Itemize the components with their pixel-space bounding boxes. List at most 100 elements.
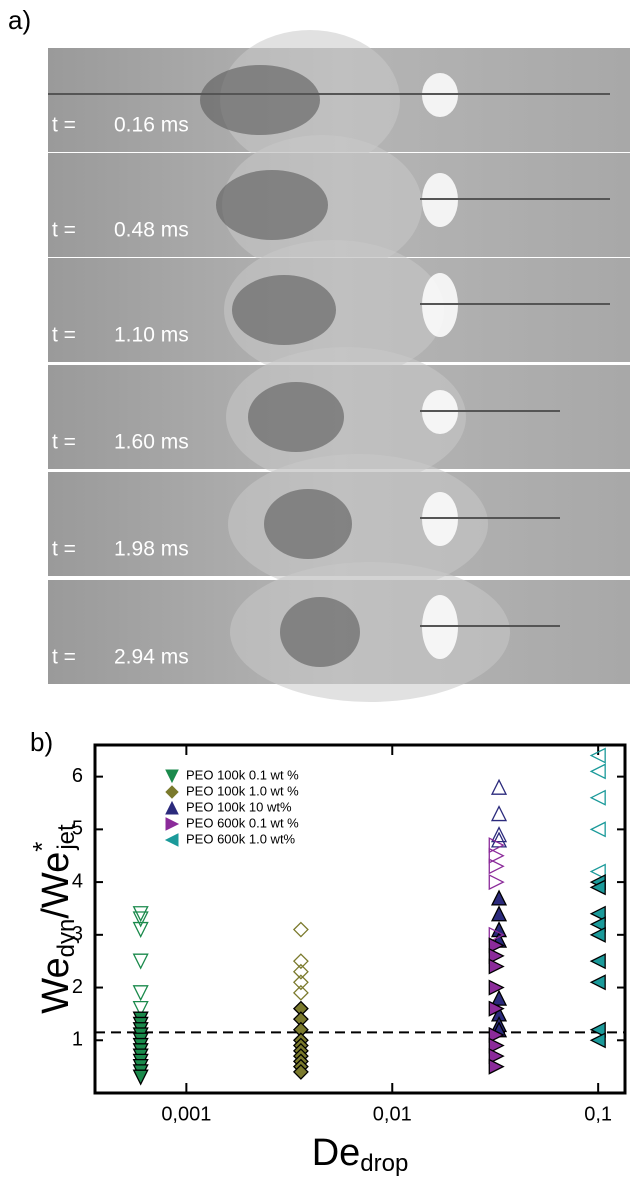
label-part: jet [53, 824, 80, 851]
drop [226, 347, 466, 487]
y-tick-label: 4 [72, 870, 83, 892]
data-point [589, 974, 606, 991]
legend-label: PEO 100k 10 wt% [186, 799, 292, 814]
data-point [589, 747, 606, 764]
time-prefix: t = [52, 219, 76, 242]
jet-cavity [200, 65, 320, 135]
data-point [589, 763, 606, 780]
data-point [488, 1037, 505, 1054]
label-part: De [312, 1132, 361, 1174]
legend-label: PEO 100k 1.0 wt % [186, 783, 299, 798]
legend-label: PEO 600k 0.1 wt % [186, 815, 299, 830]
photo-strip: t = 0.16 ms t = 0.48 ms t = 1.10 ms t = 1.60 ms… [48, 30, 630, 702]
time-value: 0.48 ms [114, 219, 189, 242]
time-value: 1.60 ms [114, 431, 189, 454]
data-point [488, 837, 505, 854]
data-point [132, 985, 149, 1002]
data-point [589, 926, 606, 943]
data-point [488, 1058, 505, 1075]
legend-marker [165, 817, 180, 831]
data-point [488, 979, 505, 996]
data-point [490, 989, 508, 1006]
time-prefix: t = [52, 646, 76, 669]
data-point [490, 805, 508, 822]
data-point [589, 1021, 606, 1038]
legend-marker [165, 769, 179, 784]
jet-cavity [280, 597, 360, 667]
panel-label: b) [30, 727, 53, 757]
legend-label: PEO 100k 0.1 wt % [186, 767, 299, 782]
data-point [488, 847, 505, 864]
time-prefix: t = [52, 538, 76, 561]
x-tick-label: 0,001 [161, 1103, 211, 1125]
data-point [488, 937, 505, 954]
time-value: 1.10 ms [114, 324, 189, 347]
data-point [490, 905, 508, 922]
data-point [589, 916, 606, 933]
legend-marker [164, 833, 179, 847]
data-point [490, 889, 508, 906]
data-point [132, 911, 149, 928]
label-part: We [35, 957, 77, 1013]
data-point [488, 1026, 505, 1044]
time-value: 0.16 ms [114, 114, 189, 137]
data-point [132, 1000, 149, 1018]
label-part: drop [360, 1150, 408, 1177]
data-point [132, 906, 149, 923]
legend-label: PEO 600k 1.0 wt% [186, 831, 296, 846]
time-prefix: t = [52, 324, 76, 347]
data-point [488, 947, 505, 964]
data-point [132, 1069, 149, 1086]
y-tick-label: 3 [72, 923, 83, 945]
legend-marker [165, 785, 179, 799]
y-tick-label: 1 [72, 1029, 83, 1051]
data-point [490, 778, 508, 795]
data-point [589, 821, 606, 838]
data-point [488, 958, 505, 975]
data-point [589, 1032, 606, 1049]
time-prefix: t = [52, 431, 76, 454]
drop [230, 562, 510, 702]
time-prefix: t = [52, 114, 76, 137]
jet-cavity [248, 382, 344, 452]
data-point [589, 905, 606, 922]
y-tick-label: 5 [72, 818, 83, 840]
y-tick-label: 6 [72, 765, 83, 787]
data-point [488, 1000, 505, 1017]
time-value: 2.94 ms [114, 646, 189, 669]
data-point [488, 858, 505, 875]
data-point [488, 874, 505, 891]
jet-cavity [216, 170, 328, 240]
y-tick-label: 2 [72, 976, 83, 998]
label-part: * [27, 842, 57, 852]
jet-cavity [232, 275, 336, 345]
data-point [589, 789, 606, 806]
data-point [292, 974, 309, 991]
data-point [589, 953, 606, 970]
data-point [589, 879, 606, 896]
jet-cavity [264, 489, 352, 559]
data-point [589, 863, 606, 880]
data-point [292, 953, 309, 970]
x-axis-label: Dedrop [312, 1132, 409, 1177]
data-point [292, 984, 309, 1001]
data-point [132, 921, 149, 938]
plot-frame [93, 743, 627, 1095]
data-point [490, 826, 508, 843]
legend-marker [165, 800, 179, 815]
panel-label: a) [8, 5, 31, 35]
label-part: /We [35, 852, 77, 919]
time-value: 1.98 ms [114, 538, 189, 561]
label-part: dyn [53, 919, 80, 958]
x-tick-label: 0,01 [373, 1103, 412, 1125]
drop [228, 454, 488, 594]
y-axis-label: Wedyn/We*jet [27, 824, 80, 1014]
data-point [132, 953, 149, 970]
data-point [488, 926, 505, 943]
data-point [292, 921, 309, 938]
x-tick-label: 0,1 [584, 1103, 612, 1125]
data-point [488, 1048, 505, 1065]
data-point [292, 963, 309, 980]
